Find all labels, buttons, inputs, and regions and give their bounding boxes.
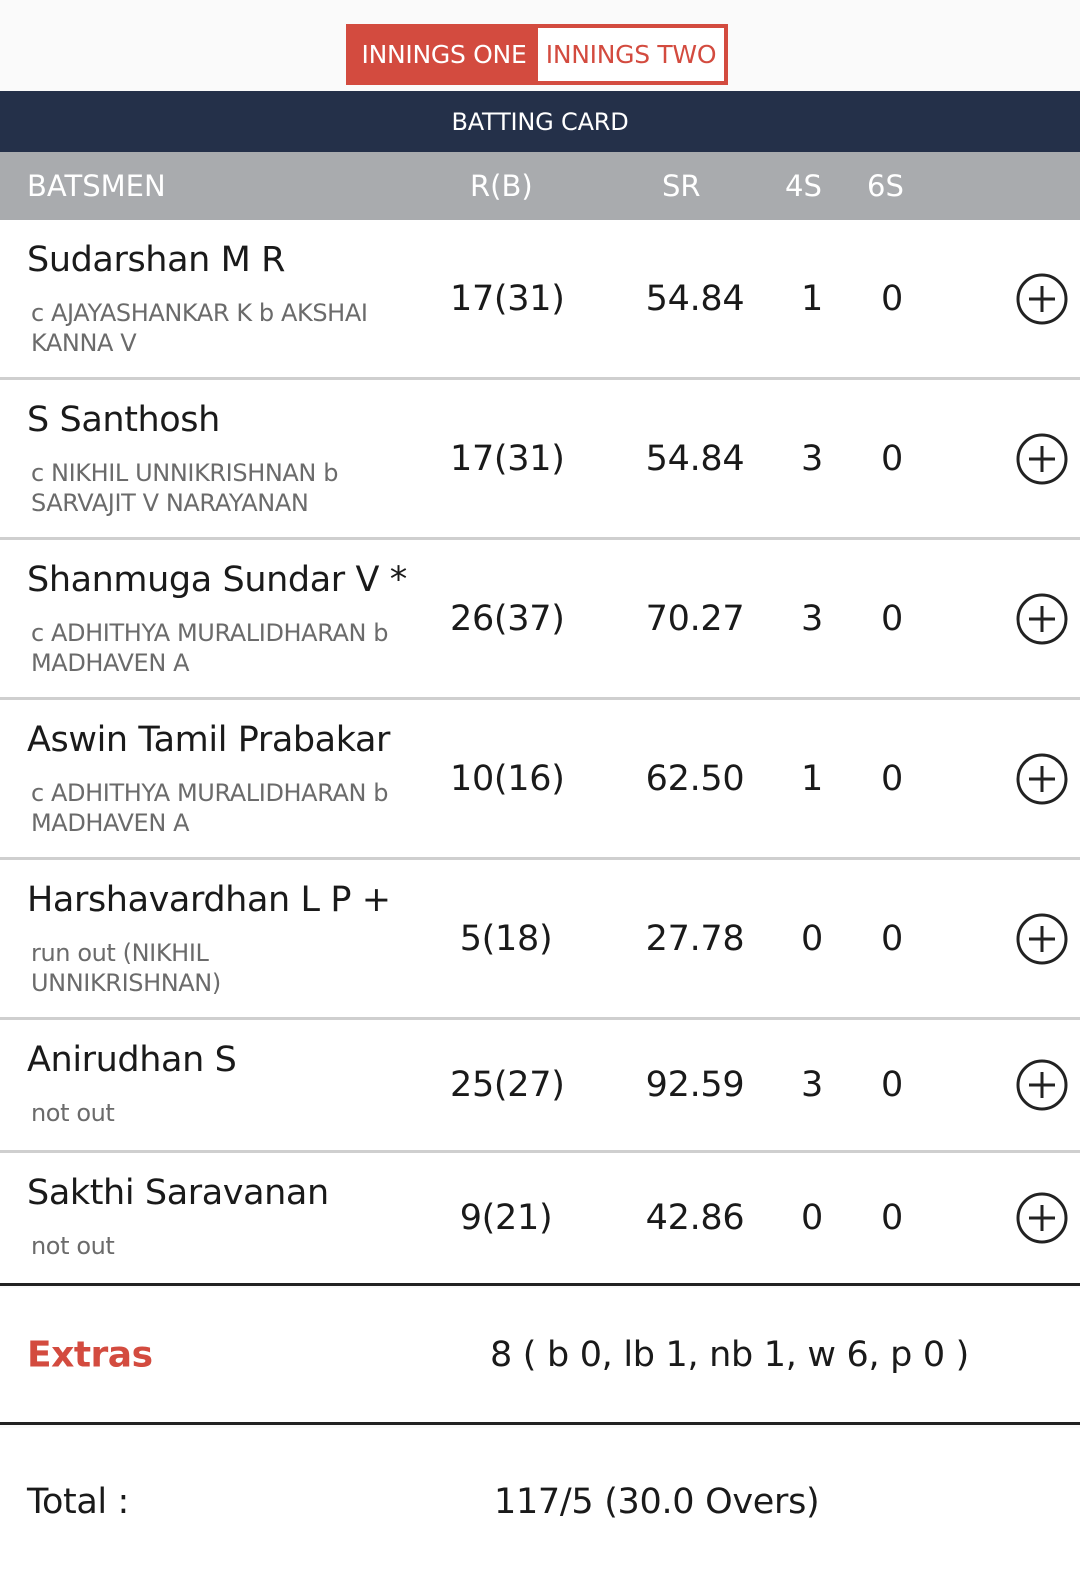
dismissal-text: not out xyxy=(31,1099,115,1127)
extras-row: Extras 8 ( b 0, lb 1, nb 1, w 6, p 0 ) xyxy=(0,1288,1080,1425)
batsman-name: S Santhosh xyxy=(27,400,220,440)
sixes: 0 xyxy=(881,1198,903,1238)
fours: 3 xyxy=(801,438,823,479)
dismissal-text: run out (NIKHIL UNNIKRISHNAN) xyxy=(31,939,221,997)
runs-balls: 5(18) xyxy=(459,918,553,959)
fours: 3 xyxy=(801,598,823,639)
plus-circle-icon[interactable] xyxy=(1016,753,1068,805)
batsman-row: Shanmuga Sundar V * c ADHITHYA MURALIDHA… xyxy=(0,540,1080,700)
fours: 1 xyxy=(801,278,823,319)
batsman-name: Anirudhan S xyxy=(27,1040,237,1080)
plus-circle-icon[interactable] xyxy=(1016,1059,1068,1111)
extras-label: Extras xyxy=(27,1334,153,1376)
plus-circle-icon[interactable] xyxy=(1016,1192,1068,1244)
runs-balls: 9(21) xyxy=(459,1198,553,1238)
batsman-row: Aswin Tamil Prabakar c ADHITHYA MURALIDH… xyxy=(0,700,1080,860)
runs-balls: 10(16) xyxy=(450,758,565,799)
dismissal-text: c NIKHIL UNNIKRISHNAN b SARVAJIT V NARAY… xyxy=(31,459,339,517)
batsman-name: Harshavardhan L P + xyxy=(27,880,391,920)
sixes: 0 xyxy=(881,598,903,639)
plus-circle-icon[interactable] xyxy=(1016,913,1068,965)
sixes: 0 xyxy=(881,918,903,959)
extras-value: 8 ( b 0, lb 1, nb 1, w 6, p 0 ) xyxy=(490,1335,970,1375)
sixes: 0 xyxy=(881,758,903,799)
tab-innings-two[interactable]: INNINGS TWO xyxy=(538,28,724,81)
total-value: 117/5 (30.0 Overs) xyxy=(494,1482,820,1522)
plus-circle-icon[interactable] xyxy=(1016,433,1068,485)
batsman-name: Sakthi Saravanan xyxy=(27,1173,329,1213)
batsman-row: Harshavardhan L P + run out (NIKHIL UNNI… xyxy=(0,860,1080,1020)
runs-balls: 17(31) xyxy=(450,438,565,479)
batsman-name: Aswin Tamil Prabakar xyxy=(27,720,391,760)
dismissal-text: c ADHITHYA MURALIDHARAN b MADHAVEN A xyxy=(31,619,389,677)
sixes: 0 xyxy=(881,1065,903,1105)
batsman-name: Sudarshan M R xyxy=(27,240,286,280)
batsman-row: S Santhosh c NIKHIL UNNIKRISHNAN b SARVA… xyxy=(0,380,1080,540)
dismissal-text: c AJAYASHANKAR K b AKSHAI KANNA V xyxy=(31,299,368,357)
batsman-row: Sudarshan M R c AJAYASHANKAR K b AKSHAI … xyxy=(0,220,1080,380)
batsman-name: Shanmuga Sundar V * xyxy=(27,560,407,600)
strike-rate: 27.78 xyxy=(645,918,745,959)
batsmen-list: Sudarshan M R c AJAYASHANKAR K b AKSHAI … xyxy=(0,220,1080,1286)
innings-tabs: INNINGS ONE INNINGS TWO xyxy=(346,24,728,85)
strike-rate: 54.84 xyxy=(645,438,745,479)
strike-rate: 54.84 xyxy=(645,278,745,319)
fours: 3 xyxy=(801,1065,823,1105)
total-label: Total : xyxy=(27,1482,129,1522)
batting-card-header: BATTING CARD xyxy=(0,91,1080,152)
runs-balls: 26(37) xyxy=(450,598,565,639)
fours: 0 xyxy=(801,918,823,959)
plus-circle-icon[interactable] xyxy=(1016,273,1068,325)
plus-circle-icon[interactable] xyxy=(1016,593,1068,645)
dismissal-text: c ADHITHYA MURALIDHARAN b MADHAVEN A xyxy=(31,779,389,837)
runs-balls: 25(27) xyxy=(450,1065,565,1105)
strike-rate: 42.86 xyxy=(645,1198,745,1238)
column-header: BATSMEN R(B) SR 4S 6S xyxy=(0,152,1080,220)
batsman-row: Sakthi Saravanan not out 9(21) 42.86 0 0 xyxy=(0,1153,1080,1286)
sixes: 0 xyxy=(881,438,903,479)
strike-rate: 62.50 xyxy=(645,758,745,799)
fours: 1 xyxy=(801,758,823,799)
tab-innings-one[interactable]: INNINGS ONE xyxy=(350,28,538,81)
column-header-fours: 4S xyxy=(785,169,822,203)
sixes: 0 xyxy=(881,278,903,319)
column-header-runs-balls: R(B) xyxy=(470,169,533,203)
runs-balls: 17(31) xyxy=(450,278,565,319)
column-header-sixes: 6S xyxy=(867,169,904,203)
strike-rate: 70.27 xyxy=(645,598,745,639)
column-header-strike-rate: SR xyxy=(662,169,701,203)
fours: 0 xyxy=(801,1198,823,1238)
column-header-batsmen: BATSMEN xyxy=(27,169,166,203)
total-row: Total : 117/5 (30.0 Overs) xyxy=(0,1428,1080,1576)
strike-rate: 92.59 xyxy=(645,1065,745,1105)
batsman-row: Anirudhan S not out 25(27) 92.59 3 0 xyxy=(0,1020,1080,1153)
dismissal-text: not out xyxy=(31,1232,115,1260)
